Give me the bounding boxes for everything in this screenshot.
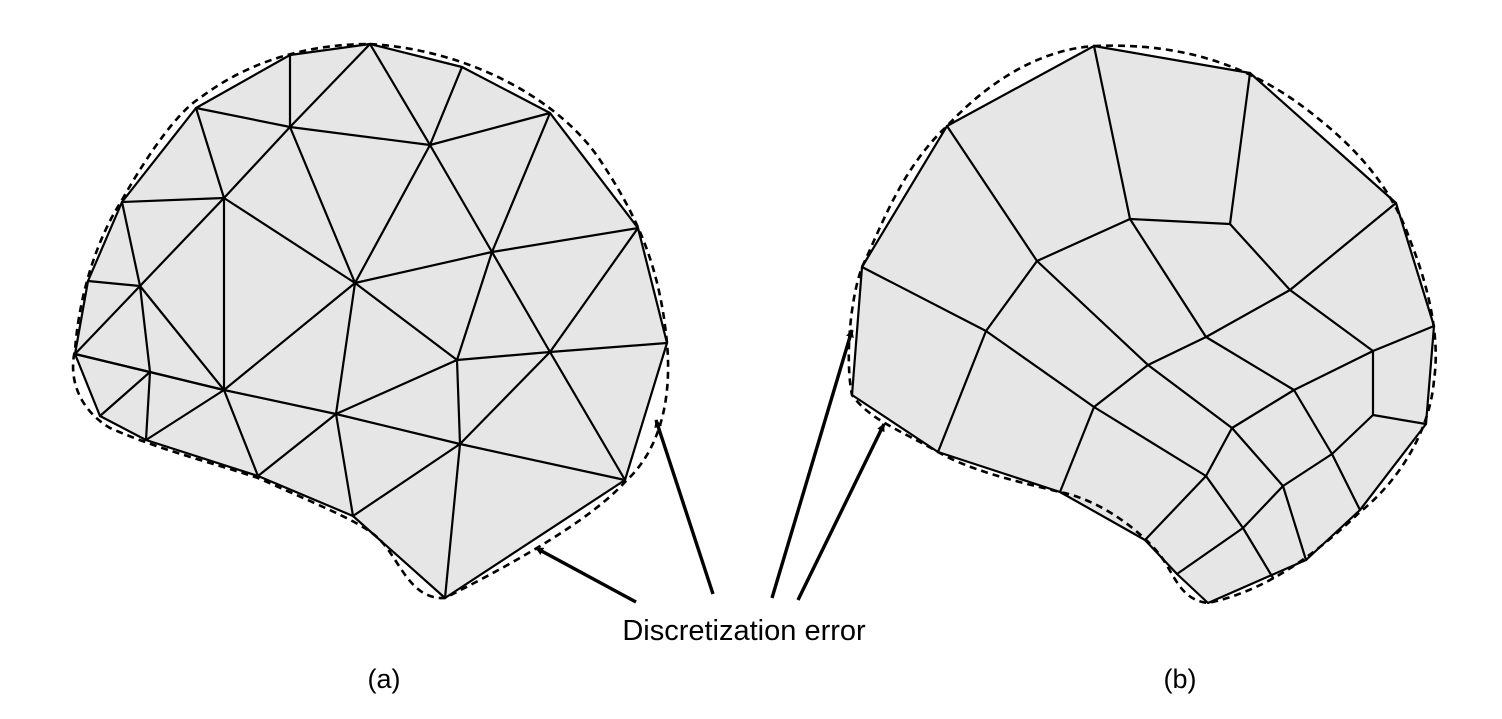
panel-b-mesh-region xyxy=(850,44,1436,605)
panel-b-element-edges xyxy=(860,44,1436,580)
panel-a-triangular-mesh xyxy=(71,42,670,600)
panel-b-quad-mesh xyxy=(847,44,1437,605)
panel-b-exact-boundary xyxy=(847,44,1437,605)
arrow-a-right xyxy=(654,419,715,595)
arrow-b-left-upper xyxy=(770,329,854,599)
panel-b-caption: (b) xyxy=(1164,664,1197,694)
panel-a-element-edges xyxy=(73,42,669,600)
discretization-error-arrows xyxy=(535,329,886,604)
panel-a-mesh-region xyxy=(73,42,669,600)
discretization-error-label: Discretization error xyxy=(622,615,866,647)
arrow-b-left-lower xyxy=(796,423,886,601)
panel-a-exact-boundary xyxy=(71,42,670,600)
panel-a-caption: (a) xyxy=(368,664,401,694)
arrow-a-bottom xyxy=(535,546,637,604)
